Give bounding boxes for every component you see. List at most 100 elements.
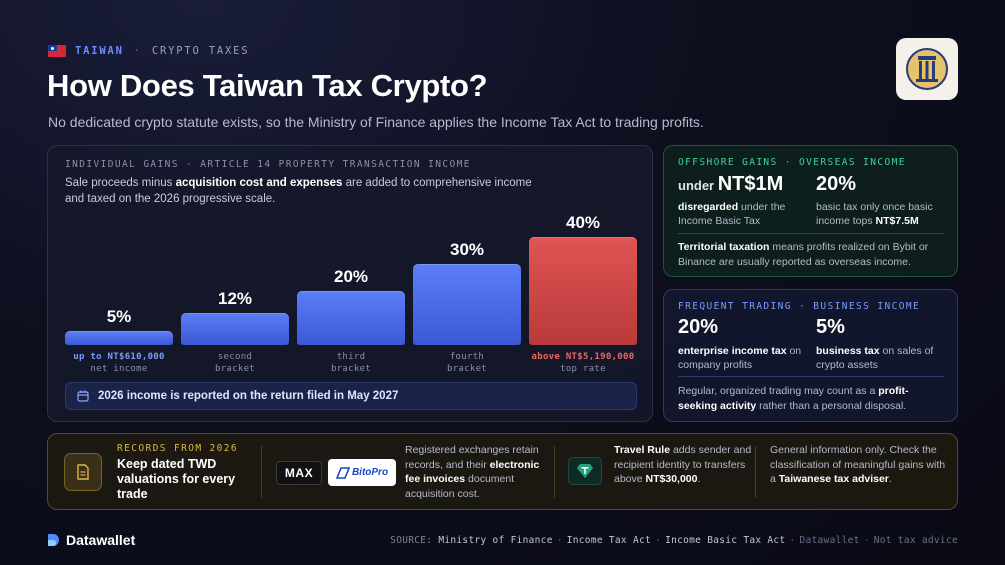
frequent-trading-label: FREQUENT TRADING · BUSINESS INCOME <box>678 301 921 312</box>
bitopro-exchange-logo: BitoPro <box>328 459 396 486</box>
bar-value-label: 40% <box>565 213 601 232</box>
bar-category-line-2: bracket <box>446 364 488 374</box>
datawallet-logo-icon <box>47 533 60 547</box>
text: Registered exchanges retain records, and… <box>405 444 539 471</box>
source-item: Income Tax Act <box>566 535 652 546</box>
records-card: RECORDS FROM 2026 Keep dated TWD valuati… <box>47 433 958 510</box>
stat-desc-bold: business tax <box>816 345 880 357</box>
text: General information only. Check the clas… <box>770 444 946 485</box>
offshore-gains-label: OFFSHORE GAINS · OVERSEAS INCOME <box>678 157 906 168</box>
separator: · <box>863 535 870 546</box>
bar-category-line-2: net income <box>90 364 148 374</box>
desc-bold: acquisition cost and expenses <box>175 177 343 189</box>
exchanges-text: Registered exchanges retain records, and… <box>405 443 545 501</box>
offshore-gains-card: OFFSHORE GAINS · OVERSEAS INCOME under N… <box>663 145 958 277</box>
footer-sources: SOURCE: Ministry of Finance · Income Tax A… <box>390 535 958 546</box>
offshore-stat-1-desc: disregarded under the Income Basic Tax <box>678 200 813 228</box>
bar-value-label: 12% <box>217 289 253 308</box>
country-label: TAIWAN <box>75 45 124 57</box>
bar-category-line-1: fourth <box>449 352 485 362</box>
calendar-icon <box>77 390 89 402</box>
offshore-stat-2: 20% <box>816 173 857 195</box>
filing-note: 2026 income is reported on the return fi… <box>65 382 637 410</box>
frequent-body: Regular, organized trading may count as … <box>678 384 946 414</box>
bar-3 <box>297 291 405 345</box>
travel-rule-text: Travel Rule adds sender and recipient id… <box>614 443 754 487</box>
bitopro-label: BitoPro <box>351 467 389 478</box>
page-title: How Does Taiwan Tax Crypto? <box>47 68 488 103</box>
separator: · <box>789 535 796 546</box>
travel-amount: NT$30,000 <box>645 473 698 485</box>
frequent-stat-2: 5% <box>816 316 845 338</box>
desc-text: Sale proceeds minus <box>65 177 176 189</box>
brand-name: Datawallet <box>66 532 136 548</box>
general-info-text: General information only. Check the clas… <box>770 443 948 487</box>
bar-category-label: up to NT$610,000 net income <box>64 351 174 375</box>
divider <box>554 446 555 498</box>
bar-value-label: 30% <box>449 240 485 259</box>
brand-credit: Datawallet <box>799 535 860 546</box>
body-bold: Territorial taxation <box>678 241 770 253</box>
bar-1 <box>65 331 173 345</box>
source-label: SOURCE: <box>390 535 433 546</box>
stat-value: NT$1M <box>717 173 784 195</box>
text-end: . <box>888 473 892 485</box>
individual-gains-description: Sale proceeds minus acquisition cost and… <box>65 175 545 207</box>
frequent-stat-1: 20% <box>678 316 719 338</box>
offshore-stat-1: under NT$1M <box>678 173 783 196</box>
max-exchange-logo: MAX <box>276 461 322 485</box>
desc-text-end: are added to comprehensive income and ta… <box>65 177 532 205</box>
records-label: RECORDS FROM 2026 <box>117 443 239 454</box>
text-end: . <box>697 473 701 485</box>
divider <box>261 446 262 498</box>
bar-category-line-1: second <box>217 352 253 362</box>
bar-category-line-1: up to NT$610,000 <box>73 352 165 362</box>
stat-desc-text: on sales of crypto assets <box>816 345 934 371</box>
body-bold: profit-seeking activity <box>678 385 909 412</box>
offshore-stat-2-desc: basic tax only once basic income tops NT… <box>816 200 951 228</box>
source-item: Ministry of Finance <box>438 535 553 546</box>
offshore-body: Territorial taxation means profits reali… <box>678 240 946 270</box>
frequent-trading-card: FREQUENT TRADING · BUSINESS INCOME 20% e… <box>663 289 958 422</box>
frequent-stat-1-desc: enterprise income tax on company profits <box>678 344 813 372</box>
divider <box>678 376 944 377</box>
stat-desc-text: under the Income Basic Tax <box>678 201 786 227</box>
stat-desc-bold: NT$7.5M <box>875 215 919 227</box>
document-icon <box>64 453 102 491</box>
bar-5 <box>529 237 637 345</box>
bar-category-line-2: bracket <box>214 364 256 374</box>
bar-category-line-1: third <box>336 352 366 362</box>
tether-icon <box>568 457 602 485</box>
filing-note-text: 2026 income is reported on the return fi… <box>98 390 399 402</box>
taiwan-flag-icon <box>48 45 66 57</box>
separator: · <box>556 535 563 546</box>
bar-category-label: third bracket <box>296 351 406 375</box>
bar-category-line-2: top rate <box>560 364 606 374</box>
header-eyebrow: TAIWAN · CRYPTO TAXES <box>48 45 249 57</box>
individual-gains-label: INDIVIDUAL GAINS · ARTICLE 14 PROPERTY T… <box>65 159 471 170</box>
section-label: CRYPTO TAXES <box>151 45 250 57</box>
separator: · <box>133 45 142 57</box>
bar-value-label: 20% <box>333 267 369 286</box>
bar-category-label: above NT$5,190,000 top rate <box>528 351 638 375</box>
body-text: Regular, organized trading may count as … <box>678 385 879 397</box>
divider <box>755 446 756 498</box>
stat-desc-text: on company profits <box>678 345 802 371</box>
datawallet-logo[interactable]: Datawallet <box>47 532 135 548</box>
text-bold: electronic fee invoices <box>405 458 540 486</box>
text-bold: Travel Rule <box>614 444 671 456</box>
bar-category-label: fourth bracket <box>412 351 522 375</box>
ministry-of-finance-seal-icon <box>896 38 958 100</box>
stat-prefix: under <box>678 178 718 193</box>
divider <box>678 233 944 234</box>
bar-category-line-1: above NT$5,190,000 <box>531 352 635 362</box>
frequent-stat-2-desc: business tax on sales of crypto assets <box>816 344 951 372</box>
text-bold: Taiwanese tax adviser <box>778 473 889 485</box>
disclaimer: Not tax advice <box>873 535 958 546</box>
bar-category-label: second bracket <box>180 351 290 375</box>
records-title: Keep dated TWD valuations for every trad… <box>117 457 236 501</box>
stat-desc-bold: disregarded <box>678 201 739 213</box>
bar-2 <box>181 313 289 345</box>
individual-gains-card: INDIVIDUAL GAINS · ARTICLE 14 PROPERTY T… <box>47 145 653 422</box>
bar-value-label: 5% <box>106 307 132 326</box>
